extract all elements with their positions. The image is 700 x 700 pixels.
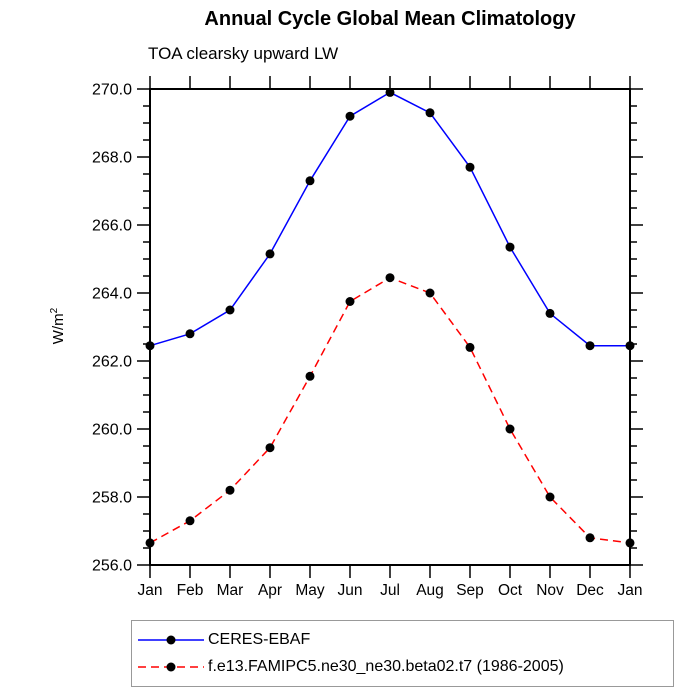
x-tick-label: Nov xyxy=(536,582,564,599)
x-tick-label: Dec xyxy=(576,582,604,599)
y-tick-label: 268.0 xyxy=(92,150,132,167)
data-point xyxy=(185,516,195,526)
data-point xyxy=(185,329,195,339)
data-point xyxy=(345,111,355,121)
x-tick-label: Jul xyxy=(380,582,400,599)
y-tick-label: 262.0 xyxy=(92,354,132,371)
data-point xyxy=(465,342,475,352)
x-tick-label: Jan xyxy=(618,582,643,599)
data-point xyxy=(585,533,595,543)
data-point xyxy=(585,341,595,351)
x-tick-label: Apr xyxy=(258,582,282,599)
data-point xyxy=(505,424,515,434)
data-point xyxy=(305,176,315,186)
data-point xyxy=(505,242,515,252)
y-tick-label: 260.0 xyxy=(92,422,132,439)
data-point xyxy=(265,249,275,259)
y-tick-label: 266.0 xyxy=(92,218,132,235)
y-tick-label: 264.0 xyxy=(92,286,132,303)
x-tick-label: May xyxy=(295,582,325,599)
data-point xyxy=(305,371,315,381)
x-tick-label: Sep xyxy=(456,582,484,599)
data-point xyxy=(145,538,155,548)
chart-subtitle: TOA clearsky upward LW xyxy=(148,44,339,63)
data-point xyxy=(225,305,235,315)
data-point xyxy=(145,341,155,351)
x-tick-label: Aug xyxy=(416,582,444,599)
data-point xyxy=(385,273,395,283)
y-tick-label: 258.0 xyxy=(92,490,132,507)
legend-entry-model: f.e13.FAMIPC5.ne30_ne30.beta02.t7 (1986-… xyxy=(136,653,564,680)
data-point xyxy=(545,492,555,502)
x-tick-label: Jan xyxy=(138,582,163,599)
x-tick-label: Jun xyxy=(338,582,363,599)
series-line-model xyxy=(149,276,631,544)
legend-line-sample-dashed xyxy=(138,662,204,671)
x-tick-label: Mar xyxy=(217,582,244,599)
legend-entry-ceres-ebaf: CERES-EBAF xyxy=(136,626,310,653)
data-point xyxy=(265,443,275,453)
legend-box: CERES-EBAF f.e13.FAMIPC5.ne30_ne30.beta0… xyxy=(131,620,674,687)
data-point xyxy=(225,485,235,495)
y-tick-label: 270.0 xyxy=(92,82,132,99)
chart-title: Annual Cycle Global Mean Climatology xyxy=(204,8,576,30)
data-point xyxy=(345,297,355,306)
data-point xyxy=(625,341,635,351)
data-point xyxy=(385,87,395,97)
series-line-ceres-ebaf xyxy=(149,91,630,347)
plot-frame xyxy=(149,88,631,566)
data-point xyxy=(625,538,635,548)
legend-line-sample-solid xyxy=(138,635,204,644)
y-tick-label: 256.0 xyxy=(92,558,132,575)
data-point xyxy=(465,162,475,172)
legend-label: CERES-EBAF xyxy=(208,630,311,648)
data-point xyxy=(425,108,435,118)
data-point xyxy=(425,288,435,298)
data-point xyxy=(545,308,555,318)
legend-label: f.e13.FAMIPC5.ne30_ne30.beta02.t7 (1986-… xyxy=(208,657,564,675)
x-tick-label: Feb xyxy=(177,582,204,599)
x-tick-label: Oct xyxy=(498,582,523,599)
